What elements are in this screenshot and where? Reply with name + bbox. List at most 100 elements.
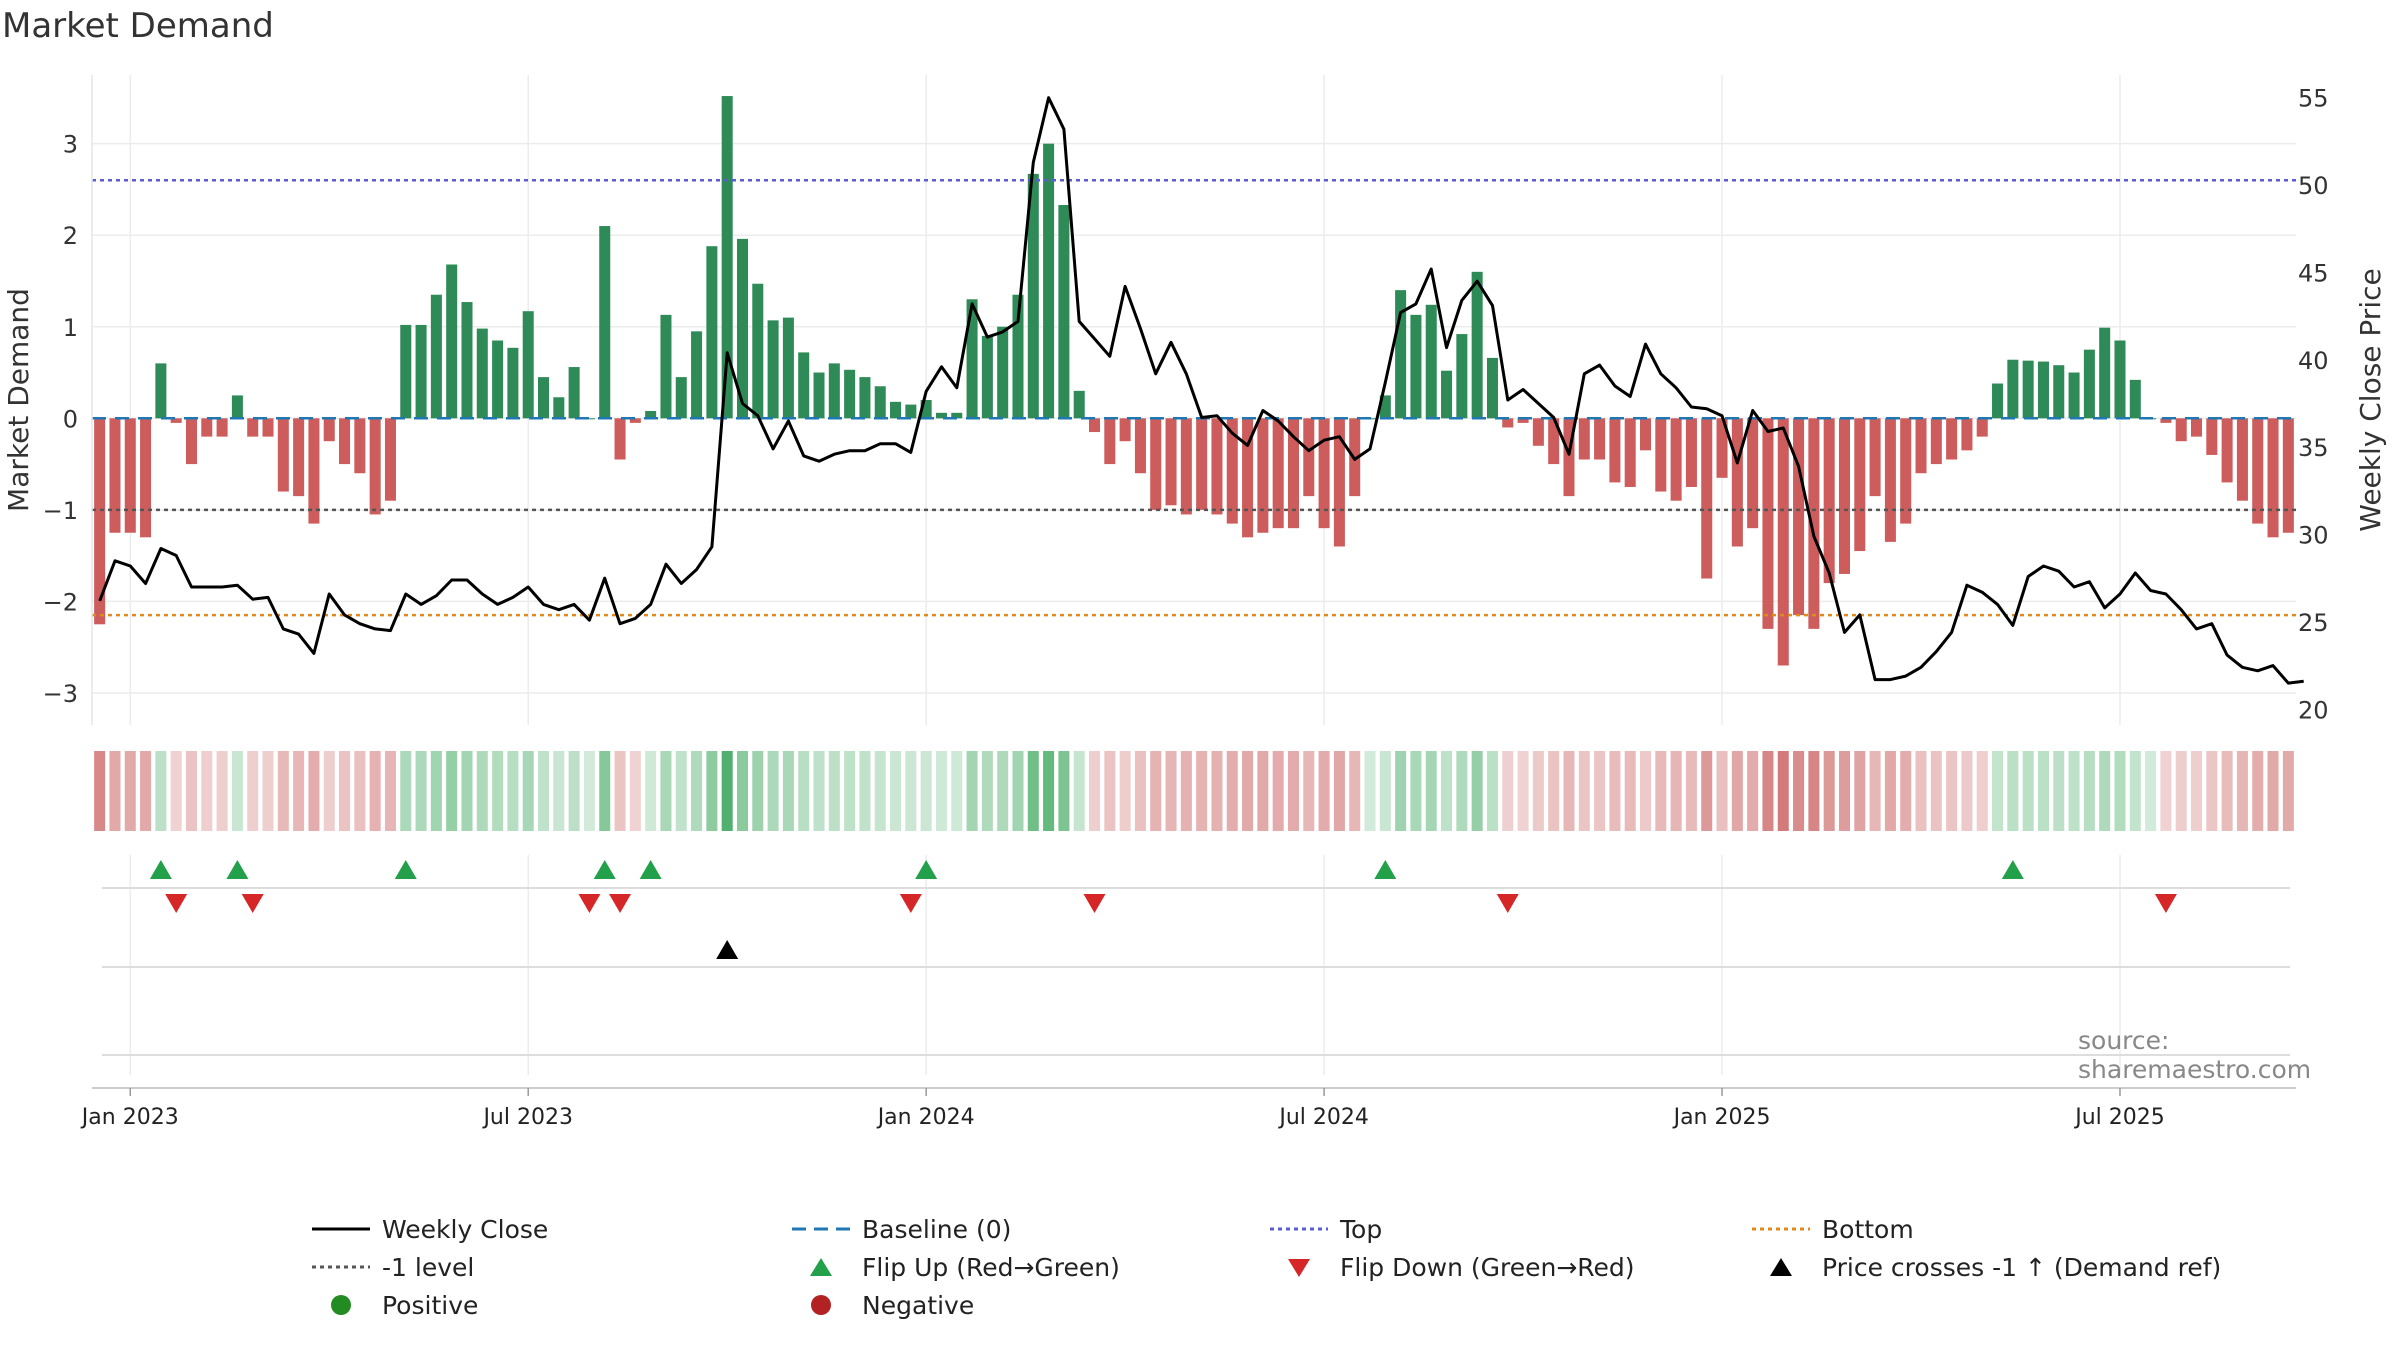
legend-label: Positive	[382, 1290, 479, 1320]
x-tick-label: Jan 2025	[1672, 1105, 1771, 1130]
heat-cell	[1502, 751, 1514, 831]
demand-bar	[293, 418, 305, 497]
heat-cell	[2191, 751, 2203, 831]
demand-bar	[476, 328, 488, 419]
demand-bar	[782, 317, 794, 419]
demand-bar	[1058, 205, 1070, 419]
heat-cell	[1747, 751, 1759, 831]
demand-bar	[2068, 372, 2080, 419]
heat-cell	[461, 751, 473, 831]
heat-cell	[2068, 751, 2080, 831]
demand-bar	[935, 412, 947, 419]
heat-cell	[1287, 751, 1299, 831]
heat-cell	[736, 751, 748, 831]
legend-item-minus-one: -1 level	[310, 1248, 474, 1286]
heat-cell	[2267, 751, 2279, 831]
heat-cell	[859, 751, 871, 831]
demand-bar	[2037, 361, 2049, 419]
heat-cell	[293, 751, 305, 831]
heat-cell	[2022, 751, 2034, 831]
heat-cell	[1716, 751, 1728, 831]
demand-bar	[1410, 314, 1422, 419]
demand-bar	[1992, 383, 2004, 419]
heat-cell	[1456, 751, 1468, 831]
demand-bar	[981, 335, 993, 419]
flip-down-marker	[609, 894, 632, 913]
heat-cell	[890, 751, 902, 831]
demand-bar	[1027, 173, 1039, 419]
demand-bar	[2252, 418, 2264, 524]
demand-bar	[2114, 340, 2126, 419]
heat-cell	[400, 751, 412, 831]
legend-label: Top	[1340, 1214, 1383, 1244]
heat-cell	[1257, 751, 1269, 831]
demand-bar	[1180, 418, 1192, 515]
heat-cell	[767, 751, 779, 831]
demand-bar	[1777, 418, 1789, 666]
demand-bar	[1685, 418, 1697, 487]
demand-bar	[1915, 418, 1927, 474]
demand-bar	[1670, 418, 1682, 501]
flip-down-marker	[899, 894, 922, 913]
heat-cell	[1043, 751, 1055, 831]
demand-bar	[1624, 418, 1636, 487]
demand-bar	[1211, 418, 1223, 515]
demand-bar	[951, 412, 963, 419]
legend-item-flip-down: Flip Down (Green→Red)	[1268, 1248, 1635, 1286]
demand-bar	[1594, 418, 1606, 460]
demand-bar	[1946, 418, 1958, 460]
heat-cell	[1884, 751, 1896, 831]
demand-bar	[798, 352, 810, 419]
heat-cell	[1517, 751, 1529, 831]
demand-bar	[568, 367, 580, 419]
heat-cell	[1471, 751, 1483, 831]
demand-bar	[170, 418, 182, 423]
demand-bar	[201, 418, 213, 437]
heat-cell	[2129, 751, 2141, 831]
heat-cell	[691, 751, 703, 831]
heat-cell	[828, 751, 840, 831]
heat-cell	[1379, 751, 1391, 831]
heat-cell	[185, 751, 197, 831]
demand-bar	[1655, 418, 1667, 492]
demand-bar	[2236, 418, 2248, 501]
demand-bar	[1532, 418, 1544, 446]
demand-bar	[262, 418, 274, 437]
heat-cell	[1701, 751, 1713, 831]
demand-bar	[2206, 418, 2218, 455]
legend-item-negative: Negative	[790, 1286, 974, 1324]
demand-bar	[2053, 365, 2065, 419]
demand-bar	[492, 340, 504, 419]
demand-bar	[1502, 418, 1514, 428]
heat-cell	[675, 751, 687, 831]
heat-cell	[522, 751, 534, 831]
demand-bar	[583, 418, 595, 420]
heat-cell	[155, 751, 167, 831]
heat-cell	[1073, 751, 1085, 831]
heat-cell	[798, 751, 810, 831]
heat-cell	[2252, 751, 2264, 831]
heat-cell	[721, 751, 733, 831]
demand-bar	[691, 331, 703, 419]
dotted-line-icon	[310, 1248, 372, 1286]
x-tick-label: Jul 2025	[2073, 1105, 2165, 1130]
demand-bar	[1486, 357, 1498, 419]
demand-bar	[461, 302, 473, 419]
heat-cell	[2114, 751, 2126, 831]
demand-bar	[1701, 418, 1713, 579]
demand-bar	[2267, 418, 2279, 538]
y-tick-label-left: 3	[63, 131, 78, 159]
heat-cell	[1303, 751, 1315, 831]
y-tick-label-right: 50	[2298, 172, 2329, 200]
heat-cell	[1027, 751, 1039, 831]
demand-bar	[1196, 418, 1208, 510]
demand-bar	[997, 326, 1009, 419]
heat-cell	[476, 751, 488, 831]
demand-bar	[1838, 418, 1850, 574]
demand-bar	[538, 377, 550, 419]
demand-bar	[1884, 418, 1896, 542]
circle-icon	[310, 1286, 372, 1324]
demand-bar	[216, 418, 228, 437]
